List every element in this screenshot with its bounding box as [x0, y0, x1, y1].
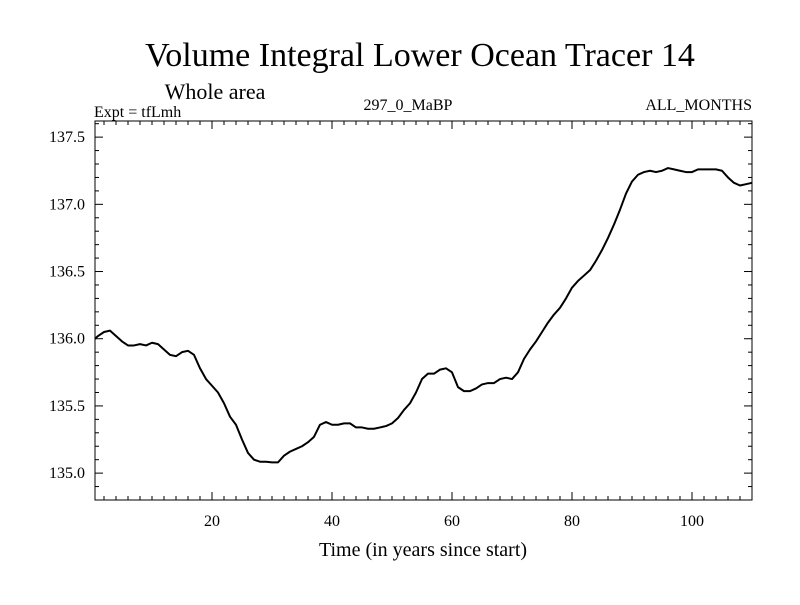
x-tick-label: 100	[680, 513, 704, 530]
y-tick-label: 137.0	[49, 196, 85, 213]
x-tick-label: 20	[204, 513, 220, 530]
x-tick-label: 80	[564, 513, 580, 530]
y-tick-label: 136.0	[49, 331, 85, 348]
axis-tick-labels: 20 40 60 80 100 135.0 135.5 136.0 136.5 137.0 137.…	[49, 129, 704, 530]
y-tick-label: 135.5	[49, 398, 85, 415]
chart-title: Volume Integral Lower Ocean Tracer 14	[145, 37, 695, 74]
months-label: ALL_MONTHS	[645, 97, 752, 114]
expt-label: Expt = tfLmh	[94, 104, 181, 121]
axis-ticks	[95, 121, 753, 501]
y-tick-label: 135.0	[49, 465, 85, 482]
y-tick-label: 137.5	[49, 129, 85, 146]
chart-subtitle: Whole area	[165, 79, 266, 104]
period-label: 297_0_MaBP	[364, 97, 453, 114]
x-tick-label: 40	[324, 513, 340, 530]
plot-frame	[94, 120, 753, 501]
y-tick-label: 136.5	[49, 264, 85, 281]
x-axis-label: Time (in years since start)	[319, 539, 527, 561]
x-tick-label: 60	[444, 513, 460, 530]
series-line-tflmh	[94, 167, 753, 464]
